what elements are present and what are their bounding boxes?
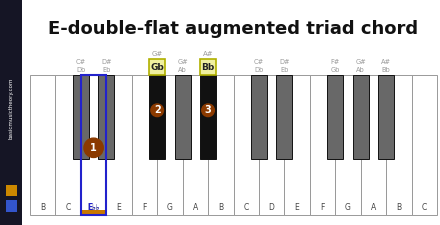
Bar — [81, 75, 106, 215]
Text: C: C — [422, 203, 427, 212]
Text: G: G — [345, 203, 351, 212]
Bar — [132, 75, 157, 215]
Text: G#: G# — [151, 51, 163, 57]
Text: C#: C# — [76, 59, 86, 65]
Text: Db: Db — [254, 67, 264, 73]
Bar — [200, 59, 216, 75]
Bar — [81, 210, 106, 215]
Bar — [411, 75, 437, 215]
Bar — [361, 75, 386, 215]
Text: E♭♭: E♭♭ — [88, 203, 99, 212]
Bar — [99, 75, 114, 159]
Bar — [183, 75, 208, 215]
Bar — [149, 75, 165, 159]
Circle shape — [151, 104, 164, 117]
Bar — [0, 0, 22, 225]
Text: Ab: Ab — [178, 67, 187, 73]
Text: A#: A# — [203, 51, 213, 57]
Text: G: G — [167, 203, 173, 212]
Text: G#: G# — [356, 59, 366, 65]
Text: Gb: Gb — [150, 63, 164, 72]
Bar — [276, 75, 292, 159]
Bar — [378, 75, 394, 159]
Text: Bb: Bb — [382, 67, 391, 73]
Bar — [30, 75, 55, 215]
Bar — [234, 75, 259, 215]
Text: C: C — [66, 203, 71, 212]
Text: D: D — [269, 203, 275, 212]
Bar — [327, 75, 343, 159]
Bar — [386, 75, 411, 215]
Text: A: A — [371, 203, 376, 212]
Text: E: E — [117, 203, 121, 212]
Text: Gb: Gb — [330, 67, 340, 73]
Bar — [284, 75, 310, 215]
Text: Eb: Eb — [102, 67, 110, 73]
Text: C: C — [244, 203, 249, 212]
Bar — [73, 75, 89, 159]
Bar — [208, 75, 234, 215]
Text: 1: 1 — [90, 143, 97, 153]
Text: 3: 3 — [205, 105, 212, 115]
Text: C#: C# — [254, 59, 264, 65]
Text: A: A — [193, 203, 198, 212]
Bar — [55, 75, 81, 215]
Text: G#: G# — [177, 59, 188, 65]
Bar — [200, 75, 216, 159]
Text: basicmusictheory.com: basicmusictheory.com — [8, 77, 14, 139]
Text: F#: F# — [330, 59, 340, 65]
Bar — [106, 75, 132, 215]
Text: B: B — [218, 203, 224, 212]
Text: 2: 2 — [154, 105, 161, 115]
Bar — [81, 75, 106, 215]
Bar — [251, 75, 267, 159]
Bar — [310, 75, 335, 215]
Circle shape — [84, 138, 103, 158]
Text: D#: D# — [101, 59, 112, 65]
Bar — [259, 75, 284, 215]
Bar — [175, 75, 191, 159]
Bar — [335, 75, 361, 215]
Circle shape — [202, 104, 214, 117]
Text: B: B — [40, 203, 45, 212]
Text: D#: D# — [279, 59, 290, 65]
Bar — [5, 200, 17, 212]
Text: Db: Db — [76, 67, 85, 73]
Text: B: B — [396, 203, 401, 212]
Text: Bb: Bb — [202, 63, 215, 72]
Text: A#: A# — [381, 59, 391, 65]
Text: F: F — [142, 203, 147, 212]
Text: Eb: Eb — [280, 67, 289, 73]
Text: F: F — [320, 203, 325, 212]
Text: E-double-flat augmented triad chord: E-double-flat augmented triad chord — [48, 20, 418, 38]
Bar — [353, 75, 369, 159]
Text: Ab: Ab — [356, 67, 365, 73]
Bar — [149, 59, 165, 75]
Bar — [157, 75, 183, 215]
Bar — [5, 184, 17, 196]
Text: E♭♭: E♭♭ — [88, 203, 100, 212]
Text: E: E — [295, 203, 300, 212]
